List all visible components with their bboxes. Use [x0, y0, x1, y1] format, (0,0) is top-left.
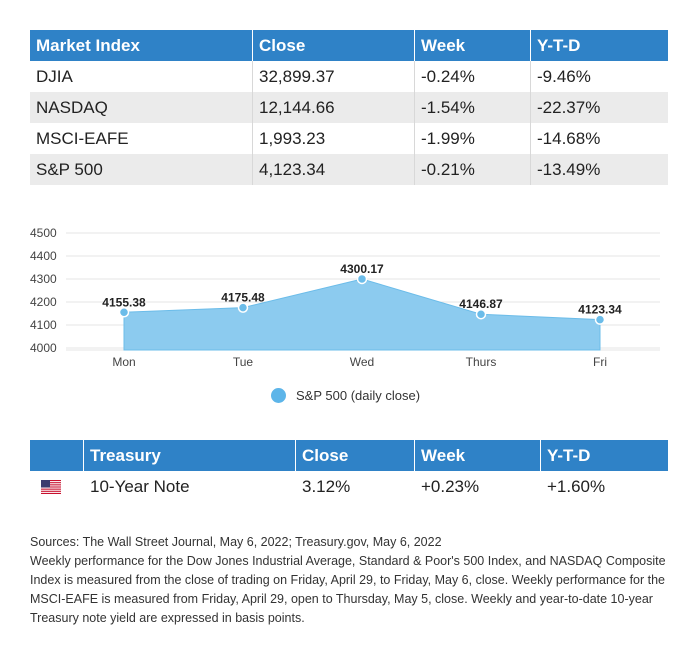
us-flag-icon: [41, 479, 61, 494]
treasury-table: Treasury Close Week Y-T-D 10-Year Note 3…: [30, 440, 668, 502]
header-ytd: Y-T-D: [537, 35, 581, 55]
data-label: 4175.48: [221, 291, 265, 305]
footnotes: Sources: The Wall Street Journal, May 6,…: [30, 533, 675, 628]
table-row: 10-Year Note 3.12% +0.23% +1.60%: [30, 471, 668, 502]
data-label: 4146.87: [459, 297, 503, 311]
data-label: 4155.38: [102, 295, 146, 309]
index-close: 4,123.34: [253, 154, 415, 185]
table-row: DJIA 32,899.37 -0.24% -9.46%: [30, 61, 668, 92]
index-name: MSCI-EAFE: [30, 123, 253, 154]
sp500-area-chart: 4500 4400 4300 4200 4100 4000 4155.38 4175.48 43…: [0, 210, 700, 410]
series-area: [123, 278, 601, 351]
index-ytd: -13.49%: [537, 159, 601, 179]
data-point: [356, 273, 368, 285]
index-ytd: -22.37%: [537, 97, 601, 117]
index-name: NASDAQ: [30, 92, 253, 123]
chart-canvas: 4500 4400 4300 4200 4100 4000 4155.38 4175.48 43…: [30, 226, 660, 369]
legend-swatch: [271, 388, 286, 403]
treasury-name: 10-Year Note: [90, 476, 190, 496]
x-tick-label: Tue: [233, 355, 254, 369]
header-close: Close: [253, 30, 415, 61]
y-tick-label: 4000: [30, 341, 57, 355]
treasury-close: 3.12%: [302, 476, 351, 496]
data-label: 4300.17: [340, 262, 384, 276]
index-name: DJIA: [30, 61, 253, 92]
header-week: Week: [415, 30, 531, 61]
x-tick-label: Fri: [593, 355, 607, 369]
index-ytd: -9.46%: [537, 66, 591, 86]
data-label: 4123.34: [578, 303, 622, 317]
index-week: -0.24%: [415, 61, 531, 92]
index-week: -0.21%: [415, 154, 531, 185]
index-week: -1.99%: [415, 123, 531, 154]
treasury-header-row: Treasury Close Week Y-T-D: [30, 440, 668, 471]
y-tick-label: 4300: [30, 272, 57, 286]
y-tick-label: 4400: [30, 249, 57, 263]
x-tick-label: Mon: [112, 355, 135, 369]
market-index-table: Market Index Close Week Y-T-D DJIA 32,89…: [30, 30, 668, 185]
header-week: Week: [415, 440, 541, 471]
market-header-row: Market Index Close Week Y-T-D: [30, 30, 668, 61]
legend-label: S&P 500 (daily close): [296, 388, 421, 403]
index-close: 32,899.37: [253, 61, 415, 92]
data-point: [475, 308, 487, 320]
header-close: Close: [296, 440, 415, 471]
table-row: NASDAQ 12,144.66 -1.54% -22.37%: [30, 92, 668, 123]
index-close: 1,993.23: [253, 123, 415, 154]
header-treasury: Treasury: [84, 440, 296, 471]
sources-note: Sources: The Wall Street Journal, May 6,…: [30, 535, 442, 549]
header-flag-spacer: [30, 440, 84, 471]
flag-cell: [30, 471, 84, 502]
index-close: 12,144.66: [253, 92, 415, 123]
index-ytd: -14.68%: [537, 128, 601, 148]
treasury-week: +0.23%: [421, 476, 480, 496]
header-ytd: Y-T-D: [547, 445, 591, 465]
index-name: S&P 500: [30, 154, 253, 185]
data-point: [237, 302, 249, 313]
data-point: [594, 314, 606, 325]
table-row: S&P 500 4,123.34 -0.21% -13.49%: [30, 154, 668, 185]
data-point: [118, 307, 130, 318]
chart-legend: S&P 500 (daily close): [271, 388, 420, 403]
treasury-ytd: +1.60%: [547, 476, 606, 496]
x-tick-label: Wed: [350, 355, 374, 369]
table-row: MSCI-EAFE 1,993.23 -1.99% -14.68%: [30, 123, 668, 154]
methodology-note: Weekly performance for the Dow Jones Ind…: [30, 554, 666, 625]
y-tick-label: 4100: [30, 318, 57, 332]
index-week: -1.54%: [415, 92, 531, 123]
header-market-index: Market Index: [30, 30, 253, 61]
y-tick-label: 4500: [30, 226, 57, 240]
x-tick-label: Thurs: [466, 355, 497, 369]
y-tick-label: 4200: [30, 295, 57, 309]
